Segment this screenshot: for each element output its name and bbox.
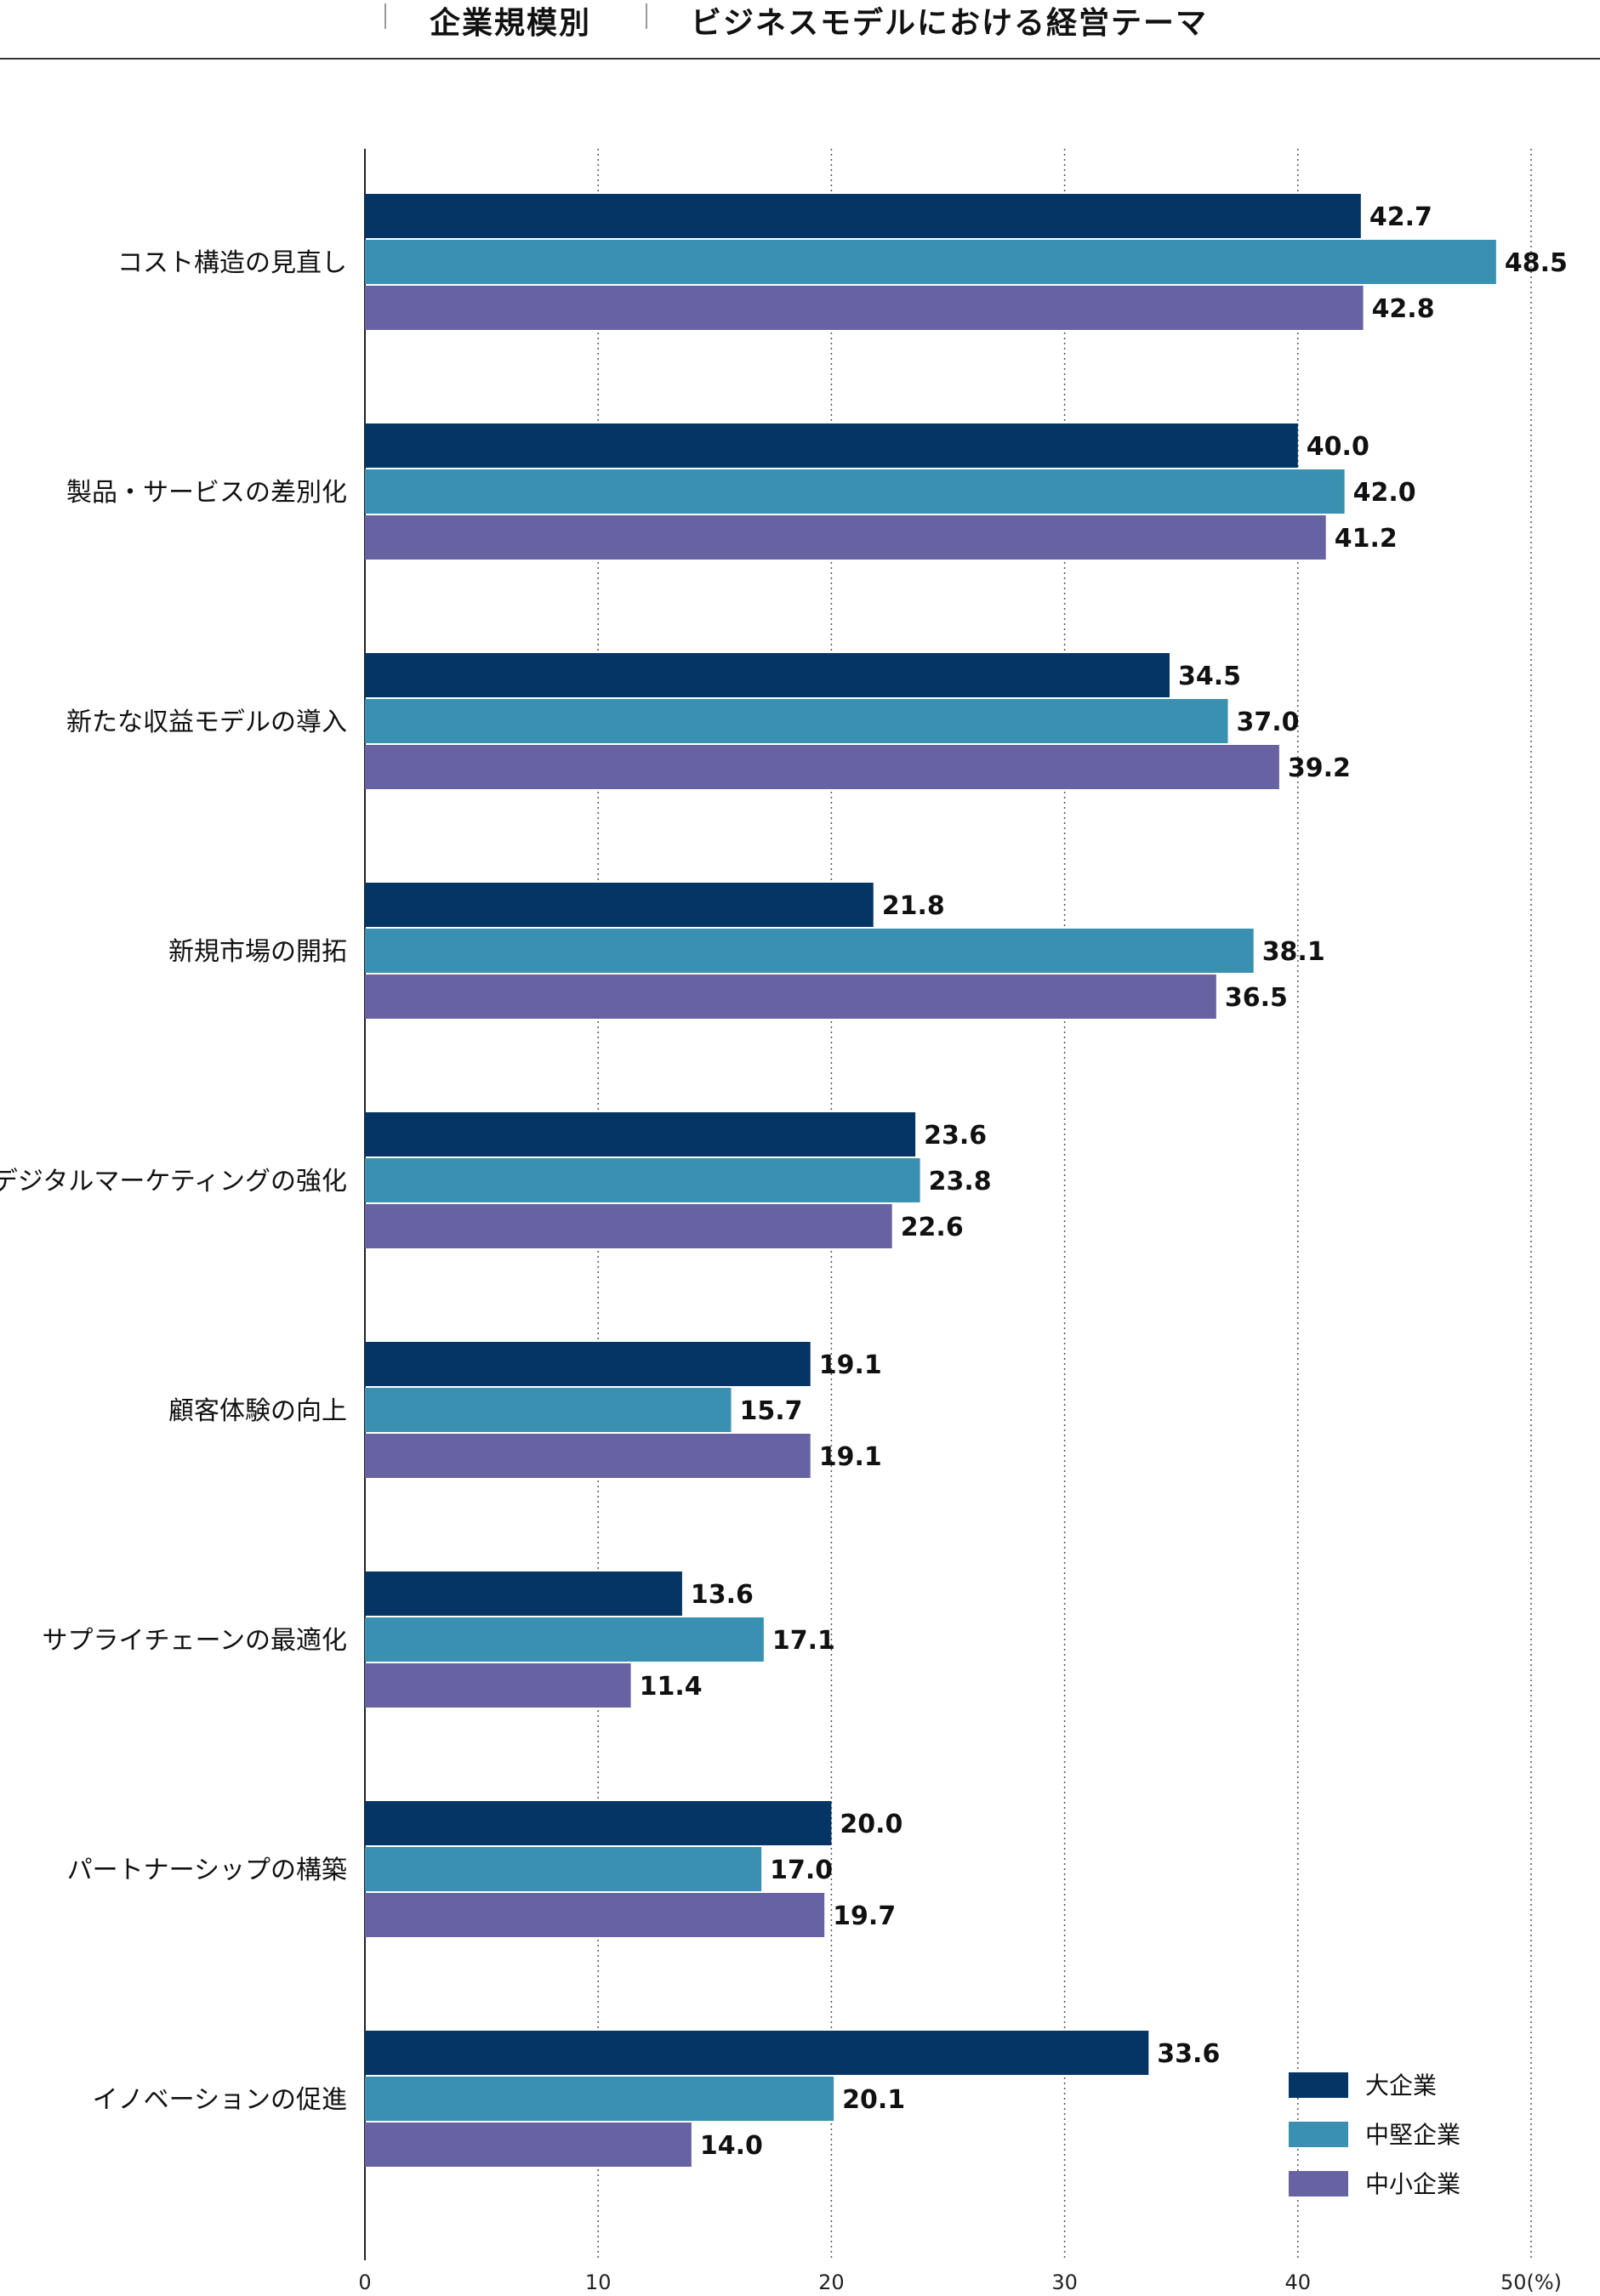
header-left-title: 企業規模別: [430, 6, 592, 41]
value-label: 22.6: [901, 1213, 964, 1242]
value-label: 39.2: [1288, 753, 1351, 783]
category-label: デジタルマーケティングの強化: [0, 1167, 347, 1196]
x-tick-label: 30: [1051, 2270, 1078, 2294]
value-label: 15.7: [739, 1396, 802, 1426]
value-label: 20.0: [840, 1810, 902, 1839]
bar-大企業: [365, 883, 874, 927]
category-label: パートナーシップの構築: [67, 1856, 347, 1885]
value-label: 41.2: [1335, 524, 1398, 554]
value-label: 19.1: [819, 1350, 882, 1380]
category-label: コスト構造の見直し: [117, 248, 347, 278]
category-label: 新たな収益モデルの導入: [66, 708, 347, 737]
bar-中小企業: [365, 1434, 811, 1478]
x-tick-label: 0: [358, 2270, 371, 2294]
bar-大企業: [365, 1342, 811, 1386]
bar-大企業: [365, 194, 1361, 238]
category-label: 新規市場の開拓: [168, 937, 347, 967]
value-label: 42.0: [1353, 478, 1416, 508]
value-label: 48.5: [1505, 248, 1568, 278]
value-label: 14.0: [700, 2131, 763, 2161]
bar-中小企業: [365, 975, 1216, 1019]
x-tick-label: 20: [818, 2270, 845, 2294]
value-label: 19.7: [833, 1901, 896, 1931]
bar-中堅企業: [365, 469, 1345, 514]
bar-中小企業: [365, 515, 1326, 560]
value-label: 13.6: [691, 1580, 754, 1610]
legend-swatch: [1289, 2072, 1348, 2098]
value-label: 11.4: [640, 1672, 703, 1702]
category-label: サプライチェーンの最適化: [43, 1626, 348, 1656]
header-divider: [646, 3, 647, 29]
bar-大企業: [365, 1112, 916, 1157]
bar-中小企業: [365, 2123, 692, 2167]
legend-swatch: [1289, 2171, 1348, 2197]
bar-中小企業: [365, 1204, 892, 1248]
category-label: イノベーションの促進: [93, 2085, 347, 2115]
value-label: 23.8: [929, 1167, 992, 1196]
bar-大企業: [365, 1571, 682, 1616]
bar-中堅企業: [365, 240, 1496, 284]
bar-中堅企業: [365, 1158, 920, 1202]
bar-中堅企業: [365, 699, 1228, 743]
value-label: 33.6: [1157, 2039, 1220, 2069]
bar-中堅企業: [365, 929, 1254, 973]
value-label: 20.1: [842, 2085, 905, 2115]
bar-中小企業: [365, 286, 1364, 330]
bar-大企業: [365, 653, 1170, 697]
bar-中堅企業: [365, 1847, 762, 1891]
bar-中堅企業: [365, 1617, 764, 1662]
value-label: 38.1: [1262, 937, 1325, 967]
value-label: 34.5: [1178, 662, 1241, 691]
x-tick-label: 10: [585, 2270, 612, 2294]
bar-中小企業: [365, 1893, 825, 1937]
value-label: 17.0: [770, 1856, 833, 1885]
bar-大企業: [365, 423, 1298, 468]
value-label: 17.1: [772, 1626, 835, 1656]
value-label: 36.5: [1225, 983, 1288, 1013]
value-label: 37.0: [1237, 708, 1300, 737]
x-tick-label: 40: [1285, 2270, 1312, 2294]
header-right-title: ビジネスモデルにおける経営テーマ: [691, 6, 1209, 41]
bar-中小企業: [365, 745, 1279, 789]
value-label: 40.0: [1307, 432, 1369, 462]
header-divider: [384, 3, 386, 29]
x-tick-label: 50(%): [1500, 2270, 1562, 2294]
value-label: 23.6: [924, 1121, 987, 1151]
legend-swatch: [1289, 2122, 1348, 2147]
bar-中堅企業: [365, 2077, 834, 2121]
category-label: 製品・サービスの差別化: [66, 478, 347, 508]
value-label: 19.1: [819, 1442, 882, 1472]
bar-大企業: [365, 2031, 1149, 2075]
legend-label: 中小企業: [1365, 2170, 1460, 2198]
bar-中小企業: [365, 1663, 631, 1708]
legend-label: 大企業: [1365, 2072, 1437, 2100]
category-label: 顧客体験の向上: [168, 1396, 347, 1426]
legend-label: 中堅企業: [1365, 2121, 1460, 2149]
header-rule: [0, 58, 1600, 60]
bar-中堅企業: [365, 1388, 732, 1432]
value-label: 42.7: [1369, 202, 1432, 232]
bar-大企業: [365, 1801, 832, 1845]
value-label: 21.8: [882, 891, 945, 921]
value-label: 42.8: [1372, 294, 1435, 324]
page-header: 企業規模別 ビジネスモデルにおける経営テーマ: [0, 0, 1600, 60]
